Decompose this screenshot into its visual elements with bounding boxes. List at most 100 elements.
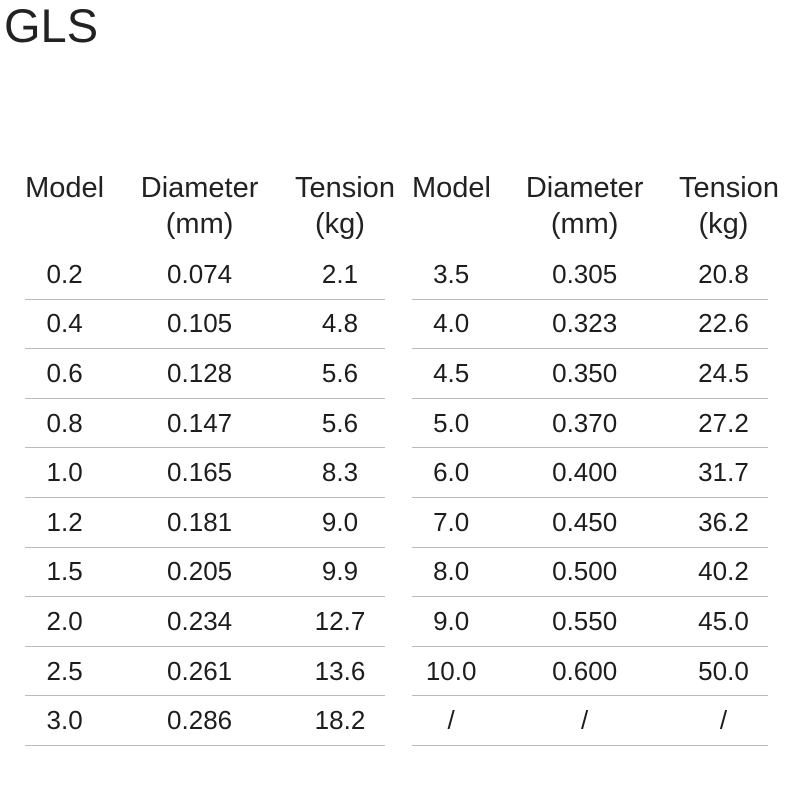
table-row: 2.0 0.234 12.7 xyxy=(25,597,385,647)
cell-tension_kg: 8.3 xyxy=(321,457,359,488)
table-row: 0.2 0.074 2.1 xyxy=(25,250,385,300)
cell-model: 8.0 xyxy=(433,556,470,587)
cell-model: 0.6 xyxy=(46,357,83,388)
cell-tension_kg: 50.0 xyxy=(698,655,749,686)
cell-diameter_mm: 0.323 xyxy=(552,308,618,339)
column-unit: (kg) xyxy=(698,208,749,240)
cell-tension_kg: 31.7 xyxy=(698,457,749,488)
table-row: 3.5 0.305 20.8 xyxy=(412,250,768,300)
cell-model: 0.4 xyxy=(46,308,83,339)
brand-logo: GLS xyxy=(4,0,99,52)
column-header-diameter: Diameter (mm) xyxy=(490,170,679,250)
cell-diameter_mm: 0.165 xyxy=(167,457,233,488)
table-row: 6.0 0.400 31.7 xyxy=(412,448,768,498)
cell-tension_kg: 5.6 xyxy=(321,357,359,388)
table-row: 10.0 0.600 50.0 xyxy=(412,647,768,697)
cell-tension_kg: 36.2 xyxy=(698,506,749,537)
cell-diameter_mm: 0.147 xyxy=(167,407,233,438)
cell-model: 6.0 xyxy=(433,457,470,488)
cell-tension_kg: 18.2 xyxy=(314,705,366,736)
column-header-model: Model xyxy=(412,170,491,250)
cell-diameter_mm: 0.450 xyxy=(552,506,618,537)
column-header-tension: Tension (kg) xyxy=(678,170,779,250)
cell-diameter_mm: 0.500 xyxy=(552,556,618,587)
cell-tension_kg: 12.7 xyxy=(314,605,366,636)
cell-model: 2.5 xyxy=(46,655,83,686)
cell-tension_kg: / xyxy=(719,705,728,736)
cell-diameter_mm: 0.261 xyxy=(167,655,233,686)
cell-tension_kg: 27.2 xyxy=(698,407,749,438)
cell-tension_kg: 5.6 xyxy=(321,407,359,438)
table-body: 0.2 0.074 2.1 0.4 0.105 4.8 0.6 0.128 5.6 0.8 0.14… xyxy=(25,250,385,746)
cell-tension_kg: 40.2 xyxy=(698,556,749,587)
table-row: 3.0 0.286 18.2 xyxy=(25,696,385,746)
cell-model: 4.5 xyxy=(433,357,470,388)
table-row: 1.5 0.205 9.9 xyxy=(25,548,385,598)
cell-diameter_mm: 0.370 xyxy=(552,407,618,438)
cell-diameter_mm: 0.074 xyxy=(167,258,233,289)
spec-table-right: Model Diameter (mm) Tension (kg) 3.5 0.305 20.8… xyxy=(412,170,779,746)
cell-diameter_mm: 0.234 xyxy=(167,605,233,636)
table-row: / / / xyxy=(412,696,768,746)
cell-diameter_mm: 0.305 xyxy=(552,258,618,289)
cell-tension_kg: 24.5 xyxy=(698,357,749,388)
table-row: 8.0 0.500 40.2 xyxy=(412,548,768,598)
cell-tension_kg: 9.0 xyxy=(321,506,359,537)
cell-diameter_mm: 0.205 xyxy=(167,556,233,587)
column-label: Model xyxy=(25,172,105,204)
column-label: Diameter xyxy=(525,172,644,204)
column-unit: (mm) xyxy=(550,208,619,240)
cell-tension_kg: 20.8 xyxy=(698,258,749,289)
cell-diameter_mm: 0.550 xyxy=(552,605,618,636)
cell-diameter_mm: 0.286 xyxy=(167,705,233,736)
cell-diameter_mm: / xyxy=(581,705,589,736)
column-unit: (mm) xyxy=(165,208,234,240)
cell-model: 0.8 xyxy=(46,407,83,438)
cell-tension_kg: 45.0 xyxy=(698,605,749,636)
spec-tables-container: Model Diameter (mm) Tension (kg) 0.2 0.074 2.1 0… xyxy=(25,170,779,746)
cell-model: 1.0 xyxy=(46,457,83,488)
table-row: 4.5 0.350 24.5 xyxy=(412,349,768,399)
cell-diameter_mm: 0.350 xyxy=(552,357,618,388)
table-body: 3.5 0.305 20.8 4.0 0.323 22.6 4.5 0.350 24.5 5.0 0… xyxy=(412,250,768,746)
cell-model: 0.2 xyxy=(46,258,83,289)
cell-tension_kg: 22.6 xyxy=(698,308,749,339)
table-row: 4.0 0.323 22.6 xyxy=(412,300,768,350)
column-unit: (kg) xyxy=(315,208,365,240)
cell-diameter_mm: 0.600 xyxy=(552,655,618,686)
column-label: Diameter xyxy=(140,172,259,204)
cell-model: 1.5 xyxy=(46,556,83,587)
cell-model: 2.0 xyxy=(46,605,83,636)
cell-tension_kg: 9.9 xyxy=(321,556,359,587)
column-header-model: Model xyxy=(25,170,104,250)
cell-diameter_mm: 0.105 xyxy=(167,308,233,339)
table-header-row: Model Diameter (mm) Tension (kg) xyxy=(412,170,779,250)
cell-model: 4.0 xyxy=(433,308,470,339)
cell-model: / xyxy=(447,705,455,736)
cell-model: 3.5 xyxy=(433,258,470,289)
column-label: Tension xyxy=(294,172,395,204)
cell-diameter_mm: 0.181 xyxy=(167,506,233,537)
cell-tension_kg: 2.1 xyxy=(321,258,359,289)
column-label: Model xyxy=(412,172,491,204)
cell-diameter_mm: 0.400 xyxy=(552,457,618,488)
table-row: 5.0 0.370 27.2 xyxy=(412,399,768,449)
table-row: 1.2 0.181 9.0 xyxy=(25,498,385,548)
cell-model: 9.0 xyxy=(433,605,470,636)
table-row: 0.4 0.105 4.8 xyxy=(25,300,385,350)
cell-tension_kg: 13.6 xyxy=(314,655,366,686)
table-row: 0.8 0.147 5.6 xyxy=(25,399,385,449)
table-header-row: Model Diameter (mm) Tension (kg) xyxy=(25,170,395,250)
cell-model: 10.0 xyxy=(425,655,477,686)
column-header-diameter: Diameter (mm) xyxy=(104,170,295,250)
column-header-tension: Tension (kg) xyxy=(294,170,395,250)
table-row: 0.6 0.128 5.6 xyxy=(25,349,385,399)
cell-diameter_mm: 0.128 xyxy=(167,357,233,388)
cell-model: 7.0 xyxy=(433,506,470,537)
table-row: 7.0 0.450 36.2 xyxy=(412,498,768,548)
cell-model: 3.0 xyxy=(46,705,83,736)
table-row: 9.0 0.550 45.0 xyxy=(412,597,768,647)
cell-model: 1.2 xyxy=(46,506,83,537)
column-label: Tension xyxy=(678,172,779,204)
